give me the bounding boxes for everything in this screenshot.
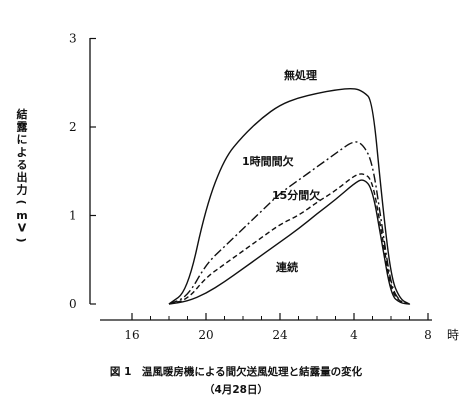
y-ticks: 0 1 2 3 bbox=[69, 32, 96, 311]
x-tick-label: 4 bbox=[350, 328, 358, 342]
figure-caption: 図 1 温風暖房機による間欠送風処理と結露量の変化 bbox=[109, 366, 363, 378]
series-label-1h-intermittent: 1時間間欠 bbox=[242, 154, 295, 168]
series-line-continuous bbox=[168, 179, 411, 305]
x-tick-label: 24 bbox=[272, 328, 288, 342]
y-axis-label-char: 結 bbox=[17, 107, 28, 121]
y-axis-label-char: ( bbox=[15, 200, 28, 205]
series-label-continuous: 連続 bbox=[276, 260, 298, 274]
x-ticks: 16 20 24 4 8 時 bbox=[124, 313, 459, 342]
series-line-no-treatment bbox=[168, 87, 410, 305]
y-axis-label-char: よ bbox=[17, 146, 28, 159]
y-tick-label: 3 bbox=[69, 32, 77, 46]
y-tick-label: 0 bbox=[69, 297, 77, 311]
series-line-1h-intermittent bbox=[168, 141, 410, 305]
y-tick-label: 2 bbox=[69, 120, 77, 134]
y-axis-label-char: m bbox=[16, 209, 27, 222]
series-lines bbox=[168, 87, 411, 305]
figure-caption-date: （4月28日） bbox=[204, 384, 268, 396]
y-axis-label-char: 露 bbox=[17, 121, 29, 134]
x-tick-label: 8 bbox=[424, 328, 432, 342]
x-tick-label: 20 bbox=[198, 328, 213, 342]
y-tick-label: 1 bbox=[69, 209, 77, 223]
series-label-no-treatment: 無処理 bbox=[284, 68, 317, 82]
y-axis-label-char: 力 bbox=[17, 183, 28, 197]
y-axis-label-char: ) bbox=[15, 237, 28, 242]
y-axis-label-char: る bbox=[17, 158, 28, 171]
y-axis-label-char: 出 bbox=[17, 170, 28, 184]
y-axis-label-char: に bbox=[17, 133, 28, 146]
series-line-15min-intermittent bbox=[168, 173, 410, 305]
series-label-15min-intermittent: 15分間欠 bbox=[272, 188, 321, 202]
x-axis-unit: 時 bbox=[447, 328, 459, 342]
chart-axes bbox=[89, 38, 432, 321]
x-tick-label: 16 bbox=[124, 328, 139, 342]
y-axis-label-char: V bbox=[18, 221, 27, 234]
